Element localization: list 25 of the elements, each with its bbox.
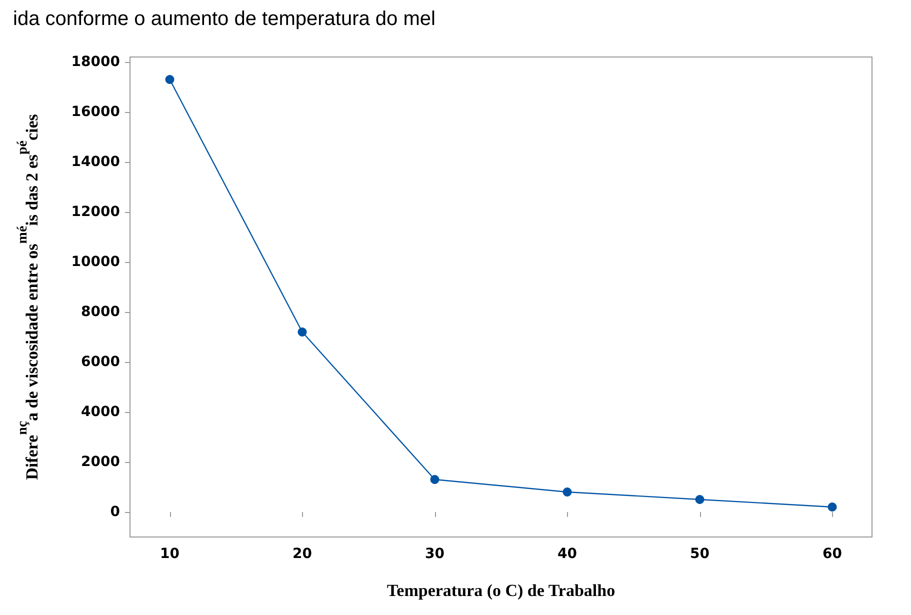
y-tick-label: 6000 xyxy=(81,354,120,370)
point xyxy=(298,328,307,336)
y-tick-label: 14000 xyxy=(71,154,120,170)
x-tick-label: 10 xyxy=(160,546,180,562)
point xyxy=(695,495,704,504)
point xyxy=(165,75,174,84)
x-axis-title: Temperatura (o C) de Trabalho xyxy=(386,581,616,600)
y-tick-label: 2000 xyxy=(81,454,120,470)
point xyxy=(430,475,440,484)
y-tick-label: 10000 xyxy=(71,254,120,270)
y-tick-label: 8000 xyxy=(81,304,120,320)
y-tick-label: 12000 xyxy=(71,204,120,220)
y-tick-label: 16000 xyxy=(71,104,120,120)
point xyxy=(828,502,837,512)
x-tick-label: 20 xyxy=(292,546,312,562)
chart-title: ida conforme o aumento de temperatura do mel xyxy=(13,8,436,30)
y-axis-title: Diferença de viscosidade entre osméis das 2 espécies xyxy=(16,114,42,480)
x-tick-label: 40 xyxy=(558,546,578,562)
x-tick-label: 60 xyxy=(822,546,842,562)
point xyxy=(562,488,572,496)
y-tick-label: 4000 xyxy=(81,404,120,420)
x-tick-label: 50 xyxy=(690,546,710,562)
y-tick-label: 18000 xyxy=(71,54,120,70)
y-tick-label: 0 xyxy=(110,504,120,520)
x-tick-label: 30 xyxy=(425,546,445,562)
